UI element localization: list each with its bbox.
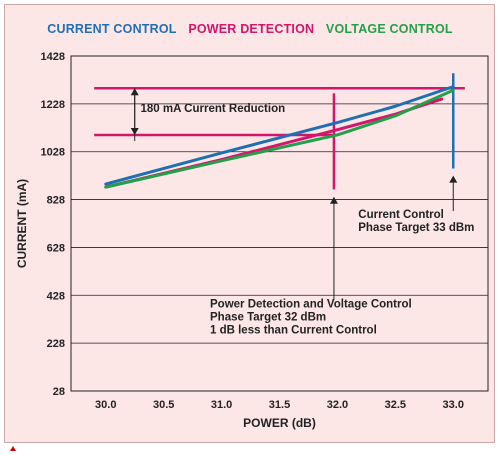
- series-lines: [104, 85, 455, 189]
- arrow-head: [449, 175, 458, 183]
- series-line-current-control: [104, 85, 455, 186]
- grid-lines: [70, 55, 489, 392]
- y-axis-label: CURRENT (mA): [15, 179, 29, 268]
- annotation-text: 180 mA Current Reduction: [141, 103, 286, 115]
- annotation-3: Power Detection and Voltage ControlPhase…: [210, 196, 412, 336]
- tick-labels: 1428 1228 1028 828 628 428 228 28 30.0 30.5 31.0 31…: [41, 51, 464, 411]
- annotation-text: 1 dB less than Current Control: [210, 324, 377, 336]
- x-tick-label: 30.5: [153, 399, 174, 411]
- y-tick-label: 428: [47, 290, 65, 302]
- x-tick-label: 33.0: [443, 399, 464, 411]
- annotation-text: Phase Target 32 dBm: [210, 311, 326, 323]
- legend-voltage-control: VOLTAGE CONTROL: [325, 22, 453, 36]
- y-tick-label: 828: [47, 195, 65, 207]
- y-tick-label: 228: [47, 338, 65, 350]
- corner-marker: [10, 446, 16, 451]
- x-tick-label: 30.0: [95, 399, 116, 411]
- legend-power-detection: POWER DETECTION: [188, 22, 315, 36]
- annotation-text: Current Control: [358, 209, 444, 221]
- y-tick-label: 1428: [41, 51, 65, 63]
- x-tick-label: 32.5: [385, 399, 406, 411]
- y-tick-label: 28: [53, 386, 65, 398]
- arrow-head: [329, 196, 338, 204]
- series-line-voltage-control: [104, 88, 455, 189]
- y-tick-label: 628: [47, 242, 65, 254]
- plot-frame: [70, 55, 489, 392]
- annotation-1: 180 mA Current Reduction: [130, 88, 286, 141]
- annotation-text: Phase Target 33 dBm: [358, 222, 474, 234]
- x-tick-label: 31.0: [211, 399, 232, 411]
- chart-legend: CURRENT CONTROL POWER DETECTION VOLTAGE …: [0, 22, 500, 36]
- y-tick-label: 1028: [41, 147, 65, 159]
- x-tick-label: 31.5: [269, 399, 290, 411]
- annotation-text: Power Detection and Voltage Control: [210, 298, 412, 310]
- y-tick-label: 1228: [41, 99, 65, 111]
- x-axis-label: POWER (dB): [243, 416, 316, 430]
- legend-current-control: CURRENT CONTROL: [47, 22, 177, 36]
- x-tick-label: 32.0: [327, 399, 348, 411]
- chart-panel: [4, 4, 495, 443]
